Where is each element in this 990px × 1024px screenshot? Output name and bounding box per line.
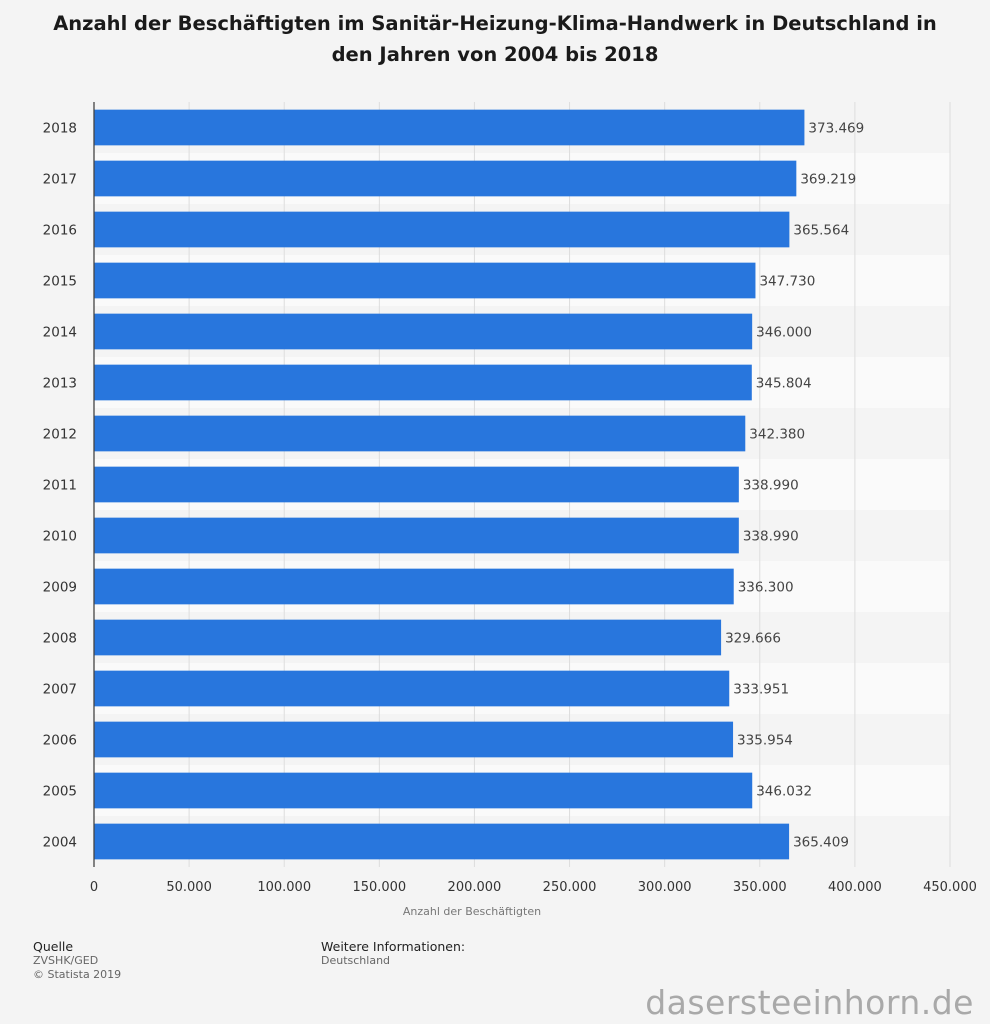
category-label: 2017 xyxy=(43,172,77,188)
bar xyxy=(94,262,756,299)
category-label: 2014 xyxy=(43,325,77,341)
info-label: Weitere Informationen: xyxy=(321,939,466,954)
x-axis-label: Anzahl der Beschäftigten xyxy=(403,905,541,918)
x-tick-label: 50.000 xyxy=(166,880,212,895)
category-label: 2013 xyxy=(43,376,77,392)
bar xyxy=(94,211,790,248)
source-block: Quelle ZVSHK/GED © Statista 2019 xyxy=(33,940,121,982)
bar xyxy=(94,160,797,197)
data-label: 329.666 xyxy=(725,631,781,647)
category-label: 2016 xyxy=(43,223,77,239)
category-label: 2015 xyxy=(43,274,77,290)
category-label: 2010 xyxy=(43,529,77,545)
info-line: Deutschland xyxy=(321,954,391,967)
bar xyxy=(94,619,722,656)
category-label: 2004 xyxy=(43,835,77,851)
data-label: 336.300 xyxy=(738,580,794,596)
category-label: 2008 xyxy=(43,631,77,647)
chart-title: Anzahl der Beschäftigten im Sanitär-Heiz… xyxy=(53,12,937,66)
data-label: 365.564 xyxy=(793,223,849,239)
bar xyxy=(94,109,805,146)
bar xyxy=(94,721,734,758)
x-tick-label: 100.000 xyxy=(257,880,311,895)
copyright-line: © Statista 2019 xyxy=(33,968,122,981)
data-label: 338.990 xyxy=(743,478,799,494)
data-label: 338.990 xyxy=(743,529,799,545)
category-label: 2011 xyxy=(43,478,77,494)
data-label: 342.380 xyxy=(749,427,805,443)
bar-chart: 373.469 2018 369.219 2017 365.564 2016 347.730… xyxy=(43,102,977,918)
x-tick-label: 0 xyxy=(90,880,98,895)
data-label: 346.032 xyxy=(756,784,812,800)
x-tick-label: 450.000 xyxy=(923,880,977,895)
data-label: 333.951 xyxy=(733,682,789,698)
data-label: 335.954 xyxy=(737,733,793,749)
bar xyxy=(94,823,790,860)
data-label: 373.469 xyxy=(808,121,864,137)
source-line: ZVSHK/GED xyxy=(33,954,99,967)
x-tick-label: 250.000 xyxy=(543,880,597,895)
bar xyxy=(94,415,746,452)
category-label: 2012 xyxy=(43,427,77,443)
data-label: 369.219 xyxy=(800,172,856,188)
watermark: dasersteeinhorn.de xyxy=(645,983,974,1022)
info-block: Weitere Informationen: Deutschland xyxy=(321,940,465,968)
x-tick-label: 350.000 xyxy=(733,880,787,895)
x-tick-label: 300.000 xyxy=(638,880,692,895)
bar xyxy=(94,772,753,809)
bar xyxy=(94,466,739,503)
source-label: Quelle xyxy=(33,939,74,954)
x-tick-label: 150.000 xyxy=(352,880,406,895)
category-label: 2006 xyxy=(43,733,77,749)
category-label: 2009 xyxy=(43,580,77,596)
x-tick-label: 400.000 xyxy=(828,880,882,895)
x-tick-label: 200.000 xyxy=(448,880,502,895)
data-label: 347.730 xyxy=(759,274,815,290)
data-label: 346.000 xyxy=(756,325,812,341)
bar xyxy=(94,364,752,401)
bar xyxy=(94,517,739,554)
data-label: 365.409 xyxy=(793,835,849,851)
category-label: 2018 xyxy=(43,121,77,137)
category-label: 2007 xyxy=(43,682,77,698)
category-label: 2005 xyxy=(43,784,77,800)
data-label: 345.804 xyxy=(756,376,812,392)
bar xyxy=(94,313,753,350)
bar xyxy=(94,568,734,605)
bar xyxy=(94,670,730,707)
